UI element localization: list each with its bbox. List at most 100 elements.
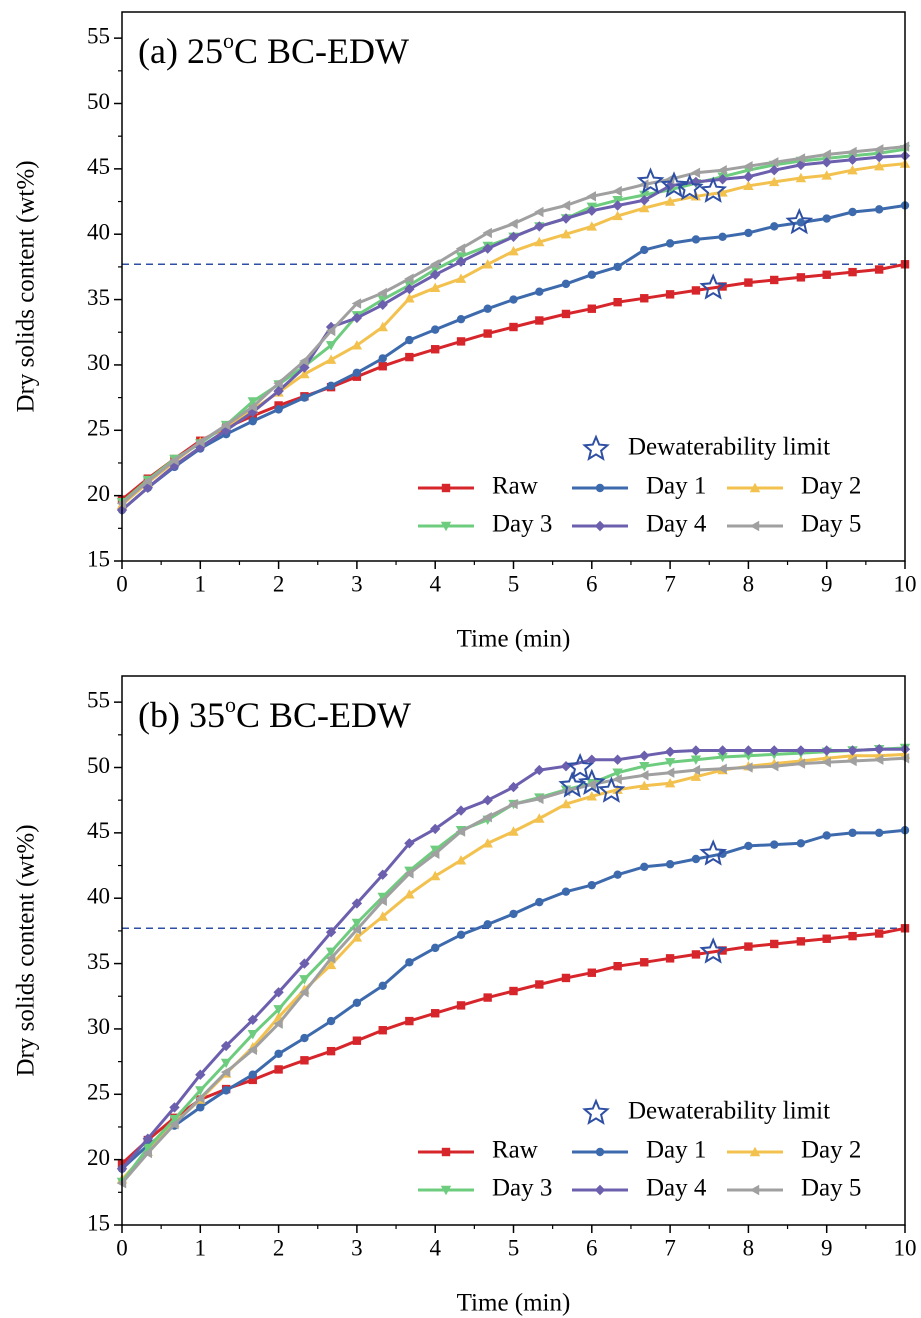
marker bbox=[378, 362, 387, 371]
marker bbox=[612, 784, 623, 794]
marker bbox=[665, 860, 675, 869]
marker bbox=[195, 1086, 206, 1096]
marker bbox=[561, 309, 571, 319]
marker bbox=[248, 1075, 257, 1085]
legend-star bbox=[582, 434, 610, 461]
marker bbox=[482, 795, 493, 806]
marker bbox=[690, 764, 701, 776]
marker bbox=[795, 172, 807, 183]
marker bbox=[822, 934, 831, 943]
x-tick-label: 1 bbox=[195, 1235, 207, 1260]
marker bbox=[744, 942, 753, 951]
marker bbox=[351, 298, 362, 309]
marker bbox=[377, 911, 388, 921]
marker bbox=[534, 764, 545, 776]
series-line bbox=[120, 926, 906, 1165]
marker bbox=[273, 987, 284, 998]
marker bbox=[749, 520, 760, 532]
marker bbox=[326, 1016, 336, 1026]
marker bbox=[691, 950, 701, 959]
marker bbox=[770, 222, 779, 231]
marker bbox=[299, 958, 310, 969]
y-tick-label: 55 bbox=[87, 23, 110, 48]
marker bbox=[483, 993, 492, 1002]
marker bbox=[847, 165, 858, 175]
marker bbox=[455, 805, 467, 816]
marker bbox=[612, 200, 623, 211]
marker bbox=[587, 304, 596, 313]
marker bbox=[430, 845, 441, 855]
marker bbox=[247, 1044, 257, 1055]
marker bbox=[248, 416, 257, 426]
marker bbox=[847, 745, 858, 756]
marker bbox=[612, 774, 622, 785]
marker bbox=[456, 337, 466, 346]
marker bbox=[430, 282, 441, 292]
marker bbox=[405, 352, 414, 362]
marker bbox=[595, 1147, 605, 1157]
x-tick-label: 3 bbox=[351, 1235, 363, 1260]
marker bbox=[273, 1018, 283, 1029]
marker bbox=[821, 149, 831, 160]
marker bbox=[456, 1001, 466, 1010]
marker bbox=[795, 153, 806, 164]
marker bbox=[560, 798, 572, 809]
marker bbox=[509, 986, 518, 996]
marker bbox=[848, 828, 857, 838]
marker bbox=[612, 185, 622, 197]
legend-label: Dewaterability limit bbox=[628, 434, 830, 461]
marker bbox=[769, 176, 780, 187]
marker bbox=[560, 229, 572, 239]
marker bbox=[586, 205, 597, 216]
marker bbox=[535, 287, 544, 296]
marker bbox=[640, 245, 649, 255]
marker bbox=[509, 909, 518, 919]
marker bbox=[431, 943, 440, 953]
marker bbox=[351, 924, 362, 935]
legend-label: Raw bbox=[492, 473, 538, 500]
legend-label: Day 3 bbox=[492, 1175, 552, 1202]
marker bbox=[247, 401, 257, 412]
marker bbox=[743, 180, 754, 190]
marker bbox=[639, 179, 649, 190]
limit-star bbox=[675, 173, 704, 201]
marker bbox=[612, 210, 623, 221]
marker bbox=[508, 781, 519, 793]
marker bbox=[691, 854, 701, 864]
marker bbox=[874, 929, 884, 938]
marker bbox=[508, 246, 519, 256]
marker bbox=[351, 932, 363, 942]
legend-star bbox=[582, 1098, 610, 1125]
marker bbox=[431, 345, 440, 354]
marker bbox=[169, 455, 179, 466]
marker bbox=[717, 165, 727, 176]
marker bbox=[508, 798, 518, 810]
marker bbox=[691, 235, 701, 244]
marker bbox=[378, 354, 387, 363]
marker bbox=[639, 195, 650, 206]
marker bbox=[377, 869, 388, 880]
marker bbox=[221, 1086, 231, 1095]
marker bbox=[664, 767, 675, 778]
marker bbox=[508, 231, 519, 242]
marker bbox=[587, 270, 596, 279]
marker bbox=[169, 1119, 179, 1130]
marker bbox=[378, 1026, 387, 1035]
marker bbox=[377, 892, 388, 903]
marker bbox=[325, 341, 337, 351]
marker bbox=[874, 744, 885, 755]
marker bbox=[483, 329, 492, 338]
marker bbox=[299, 355, 309, 367]
marker bbox=[455, 256, 467, 267]
marker bbox=[220, 1066, 231, 1078]
title-sup: o bbox=[223, 28, 234, 53]
chart-title: (b) 35oC BC-EDW bbox=[138, 692, 411, 736]
marker bbox=[586, 754, 597, 765]
marker bbox=[142, 1143, 153, 1154]
legend-label: Day 5 bbox=[801, 1175, 861, 1202]
marker bbox=[874, 205, 884, 214]
y-tick-label: 20 bbox=[87, 1145, 110, 1170]
marker bbox=[769, 165, 780, 176]
marker bbox=[300, 1033, 309, 1043]
